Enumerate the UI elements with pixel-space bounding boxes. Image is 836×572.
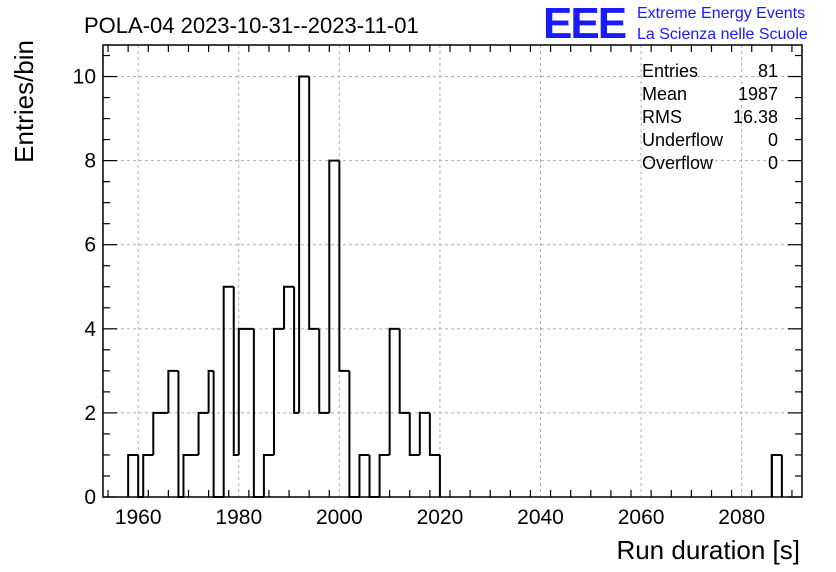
histogram-bin bbox=[308, 76, 320, 330]
x-tick-labels: 1960 1980 2000 2020 2040 2060 2080 bbox=[115, 506, 765, 529]
histogram-bin bbox=[272, 327, 285, 455]
stats-value: 1987 bbox=[738, 84, 778, 104]
y-tick-label: 6 bbox=[84, 234, 96, 257]
stats-value: 0 bbox=[768, 130, 778, 150]
x-tick-label: 1960 bbox=[115, 506, 162, 529]
stats-label: Overflow bbox=[642, 153, 714, 173]
x-tick-label: 2080 bbox=[718, 506, 765, 529]
histogram-bin bbox=[358, 453, 370, 497]
y-tick-label: 0 bbox=[84, 486, 96, 509]
histogram-bin bbox=[318, 328, 330, 414]
stats-value: 81 bbox=[758, 61, 778, 81]
grid-lines bbox=[103, 45, 802, 498]
x-tick-label: 2000 bbox=[316, 506, 363, 529]
stats-label: RMS bbox=[642, 107, 682, 127]
y-tick-label: 2 bbox=[84, 402, 96, 425]
histogram-bin bbox=[232, 286, 239, 456]
histogram-bin bbox=[770, 453, 782, 497]
histogram-bin bbox=[262, 453, 274, 497]
histogram-bin bbox=[207, 369, 214, 413]
histogram-bin bbox=[212, 370, 224, 498]
stats-value: 0 bbox=[768, 153, 778, 173]
histogram-bin bbox=[388, 327, 400, 455]
histogram-bin bbox=[348, 370, 360, 498]
histogram-bin bbox=[237, 327, 254, 455]
logo-mark: EEE bbox=[543, 0, 626, 48]
eee-logo: EEE Extreme Energy Events La Scienza nel… bbox=[543, 0, 808, 48]
histogram-bin bbox=[127, 453, 139, 497]
logo-line-1: Extreme Energy Events bbox=[637, 5, 805, 22]
histogram-bars bbox=[127, 75, 783, 498]
x-tick-label: 2040 bbox=[517, 506, 564, 529]
histogram-bin bbox=[418, 411, 430, 455]
y-tick-label: 10 bbox=[73, 66, 96, 89]
histogram-bin bbox=[298, 75, 310, 413]
histogram-bin bbox=[152, 411, 169, 455]
histogram-bin bbox=[167, 369, 179, 413]
stats-value: 16.38 bbox=[733, 107, 778, 127]
histogram-bin bbox=[428, 412, 440, 456]
histogram-bin bbox=[328, 159, 340, 413]
stats-label: Entries bbox=[642, 61, 698, 81]
plot-frame bbox=[102, 44, 803, 498]
histogram-bin bbox=[338, 160, 350, 372]
x-tick-label: 1980 bbox=[215, 506, 262, 529]
x-axis-label: Run duration [s] bbox=[616, 535, 800, 565]
histogram-bin bbox=[182, 453, 199, 497]
x-tick-label: 2060 bbox=[618, 506, 665, 529]
logo-line-2: La Scienza nelle Scuole bbox=[637, 26, 808, 43]
histogram-bin bbox=[368, 454, 380, 498]
axis-ticks bbox=[103, 45, 802, 498]
histogram-bin bbox=[398, 328, 410, 414]
x-tick-label: 2020 bbox=[417, 506, 464, 529]
histogram-bin bbox=[197, 411, 209, 455]
y-tick-label: 4 bbox=[84, 318, 96, 341]
y-tick-label: 8 bbox=[84, 150, 96, 173]
chart-title: POLA-04 2023-10-31--2023-11-01 bbox=[84, 13, 419, 38]
y-tick-labels: 0 2 4 6 8 10 bbox=[73, 66, 97, 509]
histogram-bin bbox=[142, 453, 154, 497]
stats-label: Underflow bbox=[642, 130, 724, 150]
y-axis-label: Entries/bin bbox=[9, 40, 39, 163]
histogram-bin bbox=[293, 286, 300, 414]
histogram-bin bbox=[283, 285, 295, 329]
histogram-bin bbox=[378, 453, 390, 497]
stats-label: Mean bbox=[642, 84, 687, 104]
histogram-bin bbox=[408, 412, 420, 456]
stats-box: Entries 81 Mean 1987 RMS 16.38 Underflow 0 Overf… bbox=[642, 61, 778, 173]
histogram-bin bbox=[222, 285, 234, 497]
